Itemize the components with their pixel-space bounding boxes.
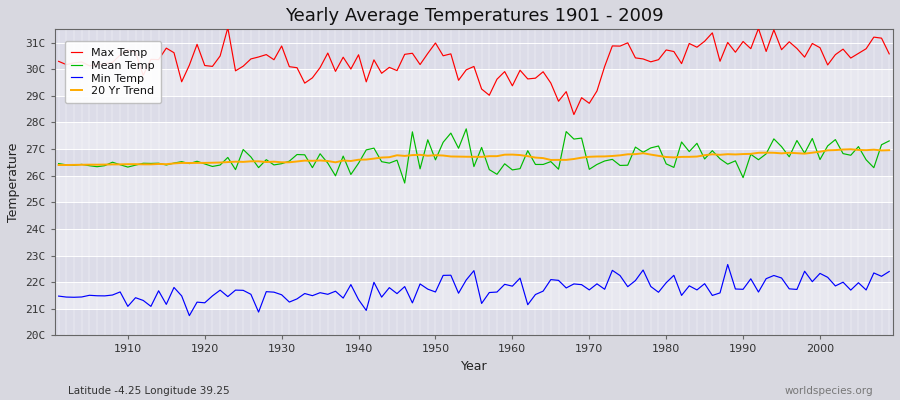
Min Temp	[507, 284, 517, 288]
Max Temp	[515, 68, 526, 73]
Mean Temp	[400, 181, 410, 186]
Bar	[55, 149, 893, 176]
Bar	[55, 69, 893, 96]
Mean Temp	[522, 148, 533, 153]
Max Temp	[114, 52, 125, 57]
Max Temp	[292, 65, 302, 70]
Line: Max Temp: Max Temp	[58, 28, 889, 114]
Mean Temp	[884, 138, 895, 143]
Min Temp	[184, 313, 194, 318]
Bar	[55, 96, 893, 122]
Mean Temp	[284, 159, 294, 164]
Mean Temp	[114, 162, 125, 167]
X-axis label: Year: Year	[461, 360, 487, 373]
Bar	[55, 122, 893, 149]
Text: worldspecies.org: worldspecies.org	[785, 386, 873, 396]
20 Yr Trend	[607, 154, 617, 158]
Mean Temp	[53, 161, 64, 166]
Min Temp	[607, 268, 617, 273]
20 Yr Trend	[515, 153, 526, 158]
20 Yr Trend	[53, 163, 64, 168]
Min Temp	[338, 296, 348, 300]
Min Temp	[53, 294, 64, 298]
Bar	[55, 42, 893, 69]
Max Temp	[222, 25, 233, 30]
20 Yr Trend	[292, 159, 302, 164]
Max Temp	[53, 59, 64, 64]
Bar	[55, 282, 893, 309]
Y-axis label: Temperature: Temperature	[7, 143, 20, 222]
Max Temp	[507, 84, 517, 88]
20 Yr Trend	[845, 147, 856, 152]
Max Temp	[338, 55, 348, 60]
Mean Temp	[515, 166, 526, 171]
Line: Mean Temp: Mean Temp	[58, 129, 889, 183]
Line: Min Temp: Min Temp	[58, 264, 889, 316]
Max Temp	[615, 44, 626, 48]
Title: Yearly Average Temperatures 1901 - 2009: Yearly Average Temperatures 1901 - 2009	[284, 7, 663, 25]
Min Temp	[292, 296, 302, 301]
20 Yr Trend	[884, 148, 895, 152]
20 Yr Trend	[122, 162, 133, 166]
20 Yr Trend	[507, 152, 517, 157]
20 Yr Trend	[61, 163, 72, 168]
Max Temp	[569, 112, 580, 117]
Bar	[55, 229, 893, 256]
Mean Temp	[461, 126, 472, 131]
Max Temp	[884, 52, 895, 56]
Min Temp	[515, 276, 526, 280]
Bar	[55, 176, 893, 202]
Min Temp	[723, 262, 734, 267]
Bar	[55, 202, 893, 229]
Text: Latitude -4.25 Longitude 39.25: Latitude -4.25 Longitude 39.25	[68, 386, 230, 396]
Min Temp	[884, 269, 895, 274]
Bar	[55, 309, 893, 336]
Bar	[55, 256, 893, 282]
Min Temp	[114, 290, 125, 294]
Mean Temp	[615, 163, 626, 168]
Mean Temp	[330, 174, 341, 178]
20 Yr Trend	[338, 158, 348, 163]
Line: 20 Yr Trend: 20 Yr Trend	[58, 149, 889, 165]
Legend: Max Temp, Mean Temp, Min Temp, 20 Yr Trend: Max Temp, Mean Temp, Min Temp, 20 Yr Tre…	[65, 41, 161, 103]
